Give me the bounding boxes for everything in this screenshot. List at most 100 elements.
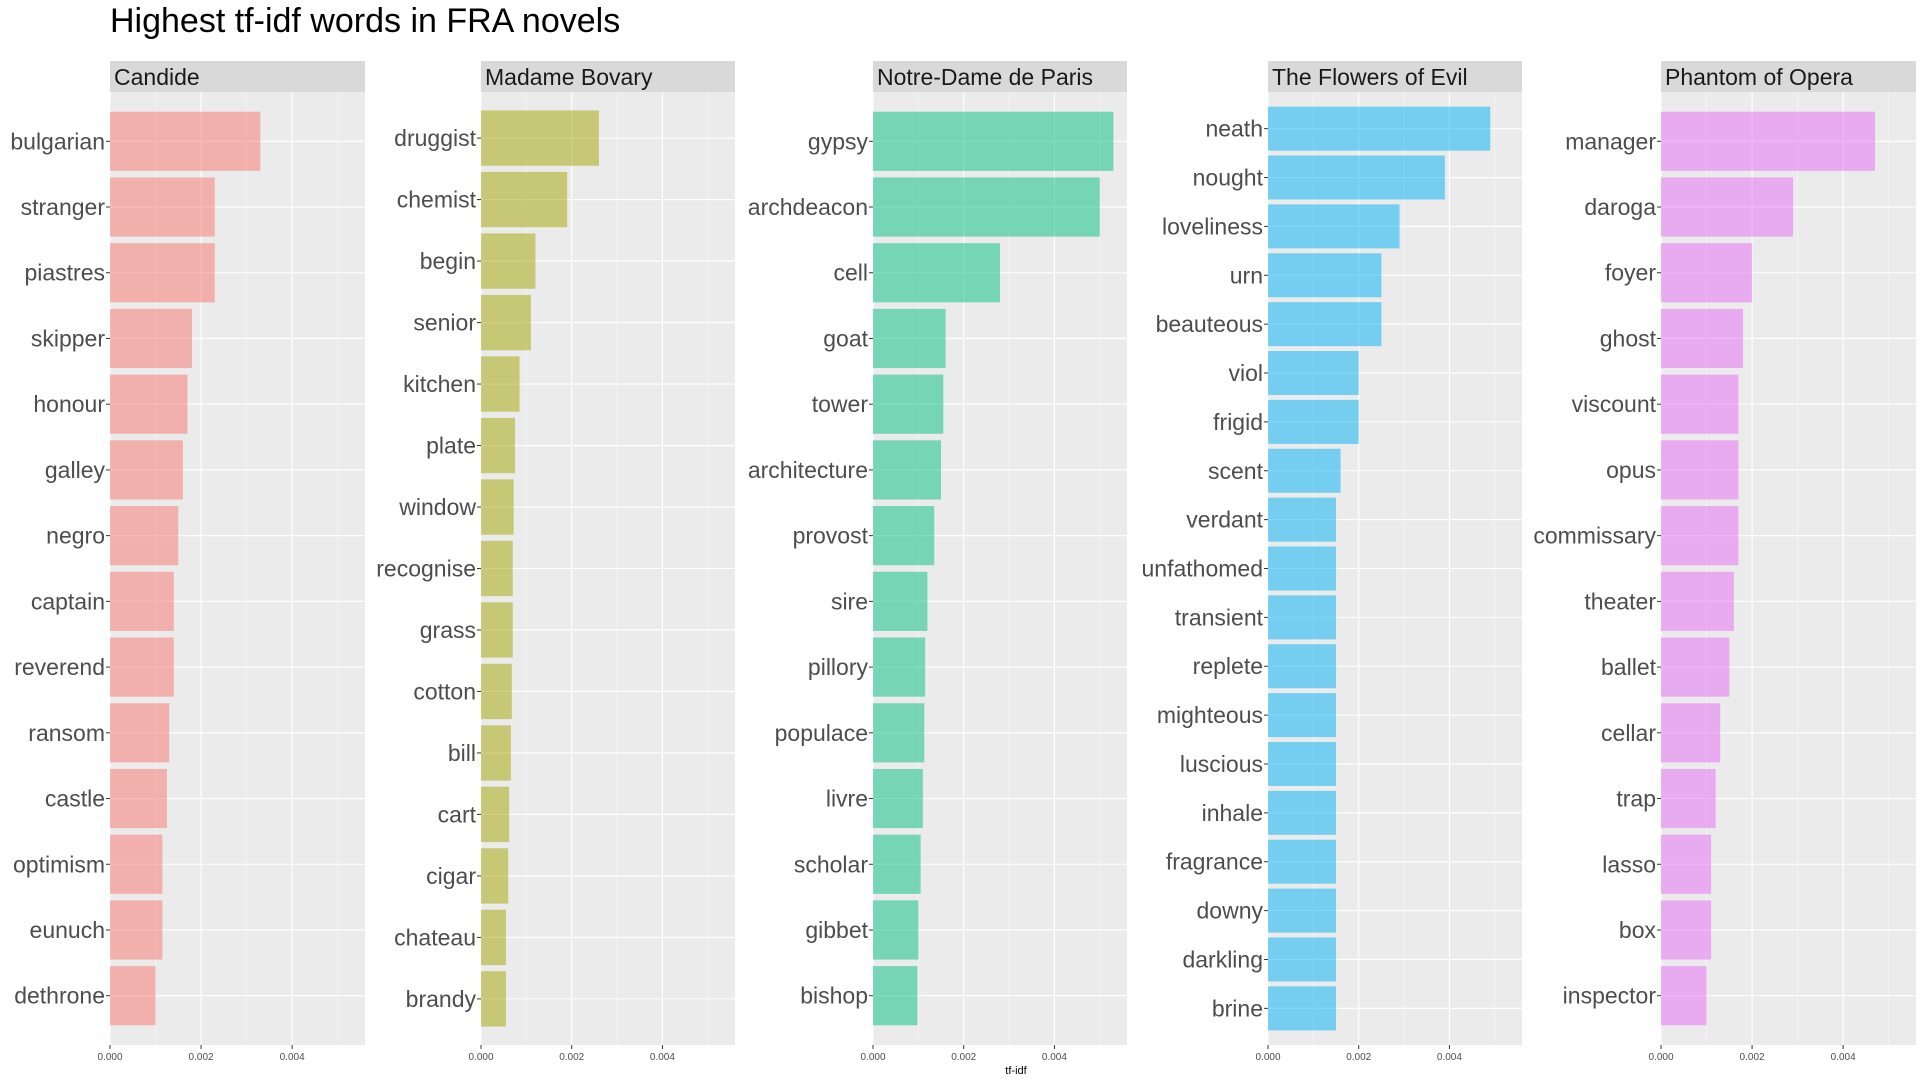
facet-strip-label: Phantom of Opera — [1665, 64, 1853, 90]
category-label-frigid: frigid — [1213, 409, 1263, 435]
bar-scent — [1268, 448, 1341, 493]
x-tick-label: 0.004 — [1437, 1052, 1462, 1063]
category-label-fragrance: fragrance — [1166, 849, 1263, 875]
bar-bulgarian — [110, 111, 261, 171]
category-label-goat: goat — [823, 325, 868, 351]
category-label-bulgarian: bulgarian — [10, 128, 105, 154]
bar-galley — [110, 440, 183, 500]
category-label-transient: transient — [1175, 604, 1264, 630]
facet-strip — [873, 61, 1127, 92]
category-label-cell: cell — [833, 260, 868, 286]
category-label-brine: brine — [1212, 995, 1263, 1021]
bar-skipper — [110, 308, 192, 369]
bar-fragrance — [1268, 839, 1337, 884]
bar-lasso — [1661, 834, 1712, 894]
chart-title: Highest tf-idf words in FRA novels — [110, 2, 620, 40]
category-label-neath: neath — [1205, 116, 1263, 142]
bar-castle — [110, 768, 167, 829]
bar-frigid — [1268, 399, 1359, 444]
bar-chemist — [481, 171, 568, 228]
bar-populace — [873, 703, 925, 763]
bar-ghost — [1661, 308, 1743, 369]
facet-panel-madame-bovary: Madame Bovary 0.000 0.002 0.004 druggist chem… — [376, 61, 735, 1063]
category-label-recognise: recognise — [376, 556, 476, 582]
x-tick-label: 0.004 — [1831, 1052, 1856, 1063]
x-tick-label: 0.000 — [468, 1052, 493, 1063]
facet-strip-label: Notre-Dame de Paris — [877, 64, 1093, 90]
x-axis-title: tf-idf — [1005, 1065, 1027, 1077]
bar-kitchen — [481, 356, 520, 412]
category-label-optimism: optimism — [13, 851, 105, 877]
category-label-daroga: daroga — [1584, 194, 1656, 220]
category-label-chateau: chateau — [394, 924, 476, 950]
bar-viol — [1268, 351, 1359, 396]
bar-cigar — [481, 848, 509, 904]
bar-theater — [1661, 571, 1734, 631]
category-label-begin: begin — [420, 248, 476, 274]
bar-ballet — [1661, 637, 1730, 697]
category-label-provost: provost — [793, 523, 869, 549]
facet-strip — [1268, 61, 1522, 92]
bar-bishop — [873, 966, 918, 1026]
category-label-foyer: foyer — [1605, 260, 1656, 286]
bar-reverend — [110, 637, 174, 697]
bar-eunuch — [110, 900, 163, 960]
category-label-cart: cart — [438, 801, 477, 827]
facet-panel-candide: Candide 0.000 0.002 0.004 bulgarian stranger p… — [10, 61, 365, 1063]
x-tick-label: 0.004 — [280, 1052, 305, 1063]
bar-nought — [1268, 155, 1445, 200]
x-tick-label: 0.000 — [97, 1052, 122, 1063]
bar-transient — [1268, 595, 1337, 640]
bar-goat — [873, 308, 946, 369]
category-label-senior: senior — [413, 310, 476, 336]
bar-honour — [110, 374, 188, 434]
category-label-box: box — [1619, 917, 1657, 943]
bar-trap — [1661, 768, 1716, 829]
bar-luscious — [1268, 741, 1337, 786]
bar-manager — [1661, 111, 1876, 171]
category-label-sire: sire — [831, 588, 868, 614]
category-label-urn: urn — [1230, 262, 1263, 288]
bar-viscount — [1661, 374, 1739, 434]
bar-cart — [481, 786, 510, 843]
category-label-pillory: pillory — [808, 654, 869, 680]
bar-livre — [873, 768, 923, 829]
category-label-ransom: ransom — [28, 720, 105, 746]
category-label-cigar: cigar — [426, 863, 476, 889]
category-label-chemist: chemist — [397, 187, 477, 213]
bar-replete — [1268, 644, 1337, 689]
category-label-grass: grass — [420, 617, 476, 643]
x-tick-label: 0.002 — [559, 1052, 584, 1063]
bar-sire — [873, 571, 928, 631]
category-label-commissary: commissary — [1533, 523, 1656, 549]
bar-provost — [873, 506, 935, 566]
x-tick-label: 0.002 — [1346, 1052, 1371, 1063]
bar-senior — [481, 294, 531, 351]
bar-ransom — [110, 703, 170, 763]
category-label-downy: downy — [1197, 898, 1264, 924]
x-tick-label: 0.002 — [189, 1052, 214, 1063]
bar-brandy — [481, 971, 506, 1027]
x-tick-label: 0.002 — [1740, 1052, 1765, 1063]
category-label-bishop: bishop — [800, 983, 868, 1009]
bar-neath — [1268, 106, 1491, 151]
bar-negro — [110, 506, 179, 566]
category-label-druggist: druggist — [394, 125, 476, 151]
bar-beauteous — [1268, 302, 1382, 347]
facet-strip-label: Madame Bovary — [485, 64, 653, 90]
category-label-kitchen: kitchen — [403, 371, 476, 397]
category-label-window: window — [398, 494, 476, 520]
category-label-eunuch: eunuch — [30, 917, 105, 943]
category-label-galley: galley — [45, 457, 106, 483]
category-label-honour: honour — [33, 391, 105, 417]
category-label-inspector: inspector — [1563, 983, 1657, 1009]
category-label-gibbet: gibbet — [805, 917, 868, 943]
category-label-unfathomed: unfathomed — [1142, 556, 1263, 582]
category-label-negro: negro — [46, 523, 105, 549]
x-tick-label: 0.002 — [951, 1052, 976, 1063]
category-label-manager: manager — [1565, 128, 1656, 154]
facet-panels: Candide 0.000 0.002 0.004 bulgarian stranger p… — [10, 61, 1916, 1063]
bar-inspector — [1661, 966, 1707, 1026]
category-label-verdant: verdant — [1186, 507, 1263, 533]
bar-brine — [1268, 986, 1337, 1031]
